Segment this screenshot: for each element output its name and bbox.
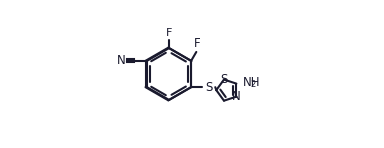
Text: NH: NH [243, 76, 260, 89]
Text: F: F [194, 37, 200, 50]
Text: N: N [117, 54, 126, 67]
Text: 2: 2 [251, 80, 256, 89]
Text: S: S [205, 81, 213, 94]
Text: N: N [232, 90, 241, 103]
Text: F: F [166, 28, 172, 38]
Text: S: S [220, 73, 228, 86]
